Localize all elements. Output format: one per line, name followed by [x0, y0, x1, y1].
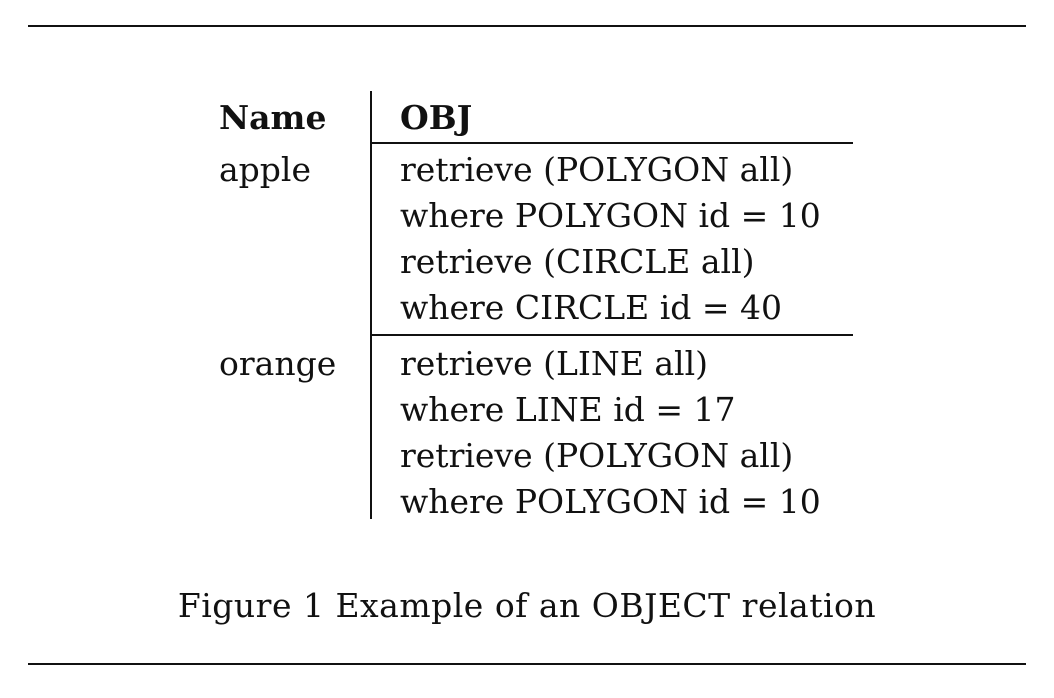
row-obj-line: retrieve (POLYGON all)	[400, 436, 794, 475]
row-obj-line: retrieve (CIRCLE all)	[400, 242, 755, 281]
row-obj-line: where POLYGON id = 10	[400, 482, 821, 521]
row-obj-line: retrieve (LINE all)	[400, 344, 709, 383]
column-divider	[370, 91, 372, 519]
row-obj-line: where POLYGON id = 10	[400, 196, 821, 235]
header-name: Name	[219, 98, 327, 137]
row-name-orange: orange	[219, 344, 337, 383]
row-obj-line: retrieve (POLYGON all)	[400, 150, 794, 189]
top-rule	[28, 25, 1026, 27]
bottom-rule	[28, 663, 1026, 665]
header-underline	[371, 142, 853, 144]
row-name-apple: apple	[219, 150, 312, 189]
row-separator	[371, 334, 853, 336]
header-obj: OBJ	[400, 98, 473, 137]
row-obj-line: where LINE id = 17	[400, 390, 736, 429]
row-obj-line: where CIRCLE id = 40	[400, 288, 782, 327]
figure-caption: Figure 1 Example of an OBJECT relation	[177, 586, 877, 625]
